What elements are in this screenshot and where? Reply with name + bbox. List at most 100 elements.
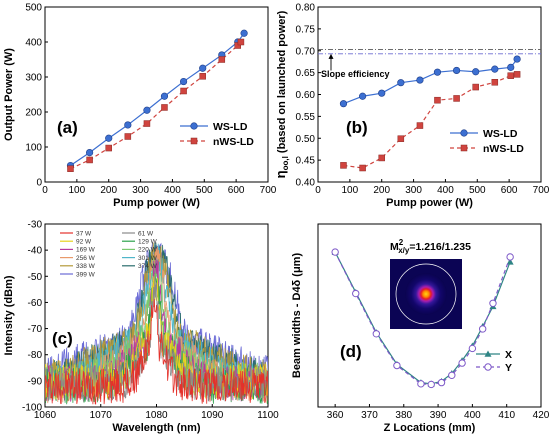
data-point-nws-ld — [378, 154, 385, 162]
legend-label-nws-ld: nWS-LD — [483, 143, 524, 155]
x-tick-label: 1060 — [34, 410, 57, 421]
legend-marker-nws-ld — [190, 137, 198, 145]
data-point-y — [468, 344, 477, 353]
legend-marker-ws-ld — [460, 129, 468, 137]
data-point-nws-ld — [453, 95, 460, 102]
y-tick-label: -90 — [28, 376, 43, 387]
data-point-y — [506, 253, 514, 261]
panel-d: 360 370 380 390 400 410 420 Z Locations (mm) Bea… — [291, 223, 550, 434]
y-tick-label: -60 — [28, 298, 43, 309]
y-tick-label: 0.40 — [296, 178, 316, 189]
y-tick-label: 500 — [25, 3, 42, 14]
annotation-arrow-head — [328, 53, 334, 59]
data-point-y — [417, 380, 425, 388]
y-tick-label: 0.70 — [296, 46, 316, 57]
x-tick-label: 400 — [464, 410, 481, 421]
spectra-group — [45, 242, 268, 405]
panel-a: 0 100 200 300 400 500 600 7000100200300400500Pu… — [3, 3, 277, 210]
x-tick-label: 370 — [361, 410, 378, 421]
data-point-nws-ld — [237, 38, 245, 46]
x-tick-label: 390 — [430, 410, 447, 421]
data-point-y — [372, 330, 381, 338]
legend-label: 37 W — [76, 230, 92, 237]
x-tick-label: 410 — [498, 410, 515, 421]
legend-label: 61 W — [138, 230, 154, 237]
y-tick-label: 100 — [25, 143, 42, 154]
data-point-ws-ld — [397, 79, 405, 87]
data-point-ws-ld — [433, 68, 442, 76]
y-tick-label: 0.45 — [296, 156, 316, 167]
data-point-nws-ld — [218, 56, 226, 63]
y-tick-label: 200 — [25, 108, 42, 119]
data-point-nws-ld — [86, 156, 93, 164]
data-point-ws-ld — [491, 65, 499, 73]
y-tick-label: -70 — [28, 324, 43, 335]
data-point-ws-ld — [160, 92, 169, 100]
y-tick-label: 0 — [36, 178, 42, 189]
legend-marker-nws-ld — [460, 144, 468, 152]
data-point-ws-ld — [105, 134, 113, 142]
data-point-nws-ld — [180, 87, 187, 95]
legend-label: 92 W — [76, 239, 92, 246]
legend-label-nws-ld: nWS-LD — [213, 136, 254, 148]
data-point-ws-ld — [179, 77, 188, 86]
data-point-nws-ld — [340, 162, 347, 169]
legend-label-ws-ld: WS-LD — [213, 121, 248, 133]
data-point-y — [458, 359, 466, 367]
data-point-y — [478, 325, 487, 333]
data-point-nws-ld — [105, 144, 112, 152]
y-axis-label-eta: η — [273, 170, 288, 178]
x-tick-label: 300 — [132, 185, 149, 196]
y-tick-label: 0.65 — [296, 68, 316, 79]
spectrum-37w — [45, 299, 268, 405]
x-tick-label: 300 — [405, 185, 422, 196]
data-point-ws-ld — [124, 121, 132, 129]
data-point-nws-ld — [513, 71, 521, 78]
data-point-y — [393, 361, 401, 370]
x-axis-label: Z Locations (mm) — [384, 422, 476, 434]
annotation-slope-efficiency: Slope efficiency — [321, 69, 390, 79]
x-tick-label: 360 — [327, 410, 344, 421]
y-axis-label-subscript: oo,l — [281, 156, 290, 170]
x-tick-label: 600 — [501, 185, 518, 196]
m-squared-sup: 2 — [399, 238, 404, 247]
x-axis-label: Pump power (W) — [113, 197, 200, 209]
data-point-nws-ld — [491, 79, 499, 86]
legend-label: 338 W — [76, 263, 96, 270]
data-point-nws-ld — [161, 104, 168, 111]
series-line-nws-ld — [70, 41, 242, 170]
panel-c: 1060 1070 1080 1090 1100 -100 -90 -80 -70 -60 -50 -… — [3, 220, 279, 435]
data-point-nws-ld — [67, 165, 74, 172]
legend-marker-ws-ld — [190, 122, 198, 130]
legend-label: 169 W — [76, 247, 96, 254]
y-tick-label: -30 — [28, 220, 43, 231]
y-tick-label: -100 — [22, 403, 42, 414]
legend-label-y: Y — [505, 362, 512, 374]
spectrum-61w — [45, 273, 268, 402]
data-point-nws-ld — [124, 133, 132, 140]
data-point-ws-ld — [339, 100, 348, 108]
m-squared-main: M — [390, 241, 399, 253]
y-tick-label: -40 — [28, 246, 43, 257]
legend-label-x: X — [505, 349, 512, 361]
legend-label: 301 W — [138, 255, 158, 262]
panel-label: (c) — [52, 329, 73, 348]
panel-b: 0 100 200 300 400 500 600 700 0.40 0.45 0.50 0.55 0.… — [273, 3, 550, 210]
data-point-nws-ld — [143, 120, 151, 127]
data-point-ws-ld — [378, 89, 386, 97]
data-point-y — [331, 248, 339, 256]
m-squared-annotation: M2 x/y=1.216/1.235 — [390, 238, 471, 255]
series-line-ws-ld — [343, 58, 518, 105]
data-point-ws-ld — [240, 29, 248, 37]
beam-profile-spot — [405, 273, 447, 315]
data-point-nws-ld — [397, 135, 405, 142]
y-tick-label: -50 — [28, 272, 43, 283]
y-tick-label: 0.60 — [296, 90, 316, 101]
data-point-y — [437, 378, 446, 387]
data-point-nws-ld — [199, 73, 206, 80]
legend-label: 374 W — [138, 263, 158, 270]
y-tick-label: 0.55 — [296, 112, 316, 123]
legend-label-ws-ld: WS-LD — [483, 128, 518, 140]
data-point-y — [427, 380, 435, 389]
legend-marker-y — [484, 363, 492, 371]
